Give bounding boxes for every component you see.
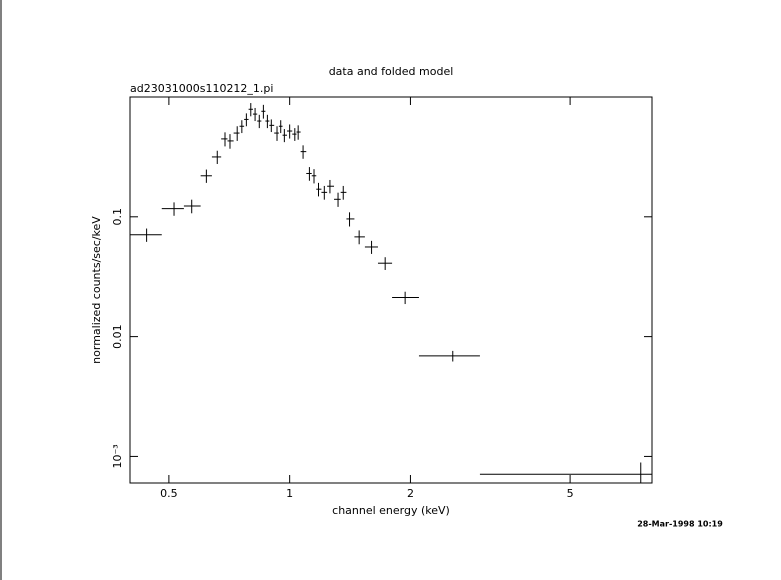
plot-frame — [129, 96, 653, 484]
y-tick-label: 0.01 — [111, 324, 124, 349]
chart-subtitle: ad23031000s110212_1.pi — [130, 82, 273, 95]
x-tick-label: 2 — [407, 487, 414, 500]
y-axis-label: normalized counts/sec/keV — [90, 216, 103, 364]
timestamp: 28-Mar-1998 10:19 — [637, 520, 723, 529]
data-layer — [130, 103, 652, 483]
x-tick-label: 1 — [286, 487, 293, 500]
y-tick-label: 10⁻³ — [111, 444, 124, 468]
x-axis-label: channel energy (keV) — [332, 504, 450, 517]
x-tick-label: 5 — [567, 487, 574, 500]
chart-title: data and folded model — [329, 65, 454, 78]
x-tick-label: 0.5 — [160, 487, 178, 500]
y-tick-label: 0.1 — [111, 208, 124, 226]
